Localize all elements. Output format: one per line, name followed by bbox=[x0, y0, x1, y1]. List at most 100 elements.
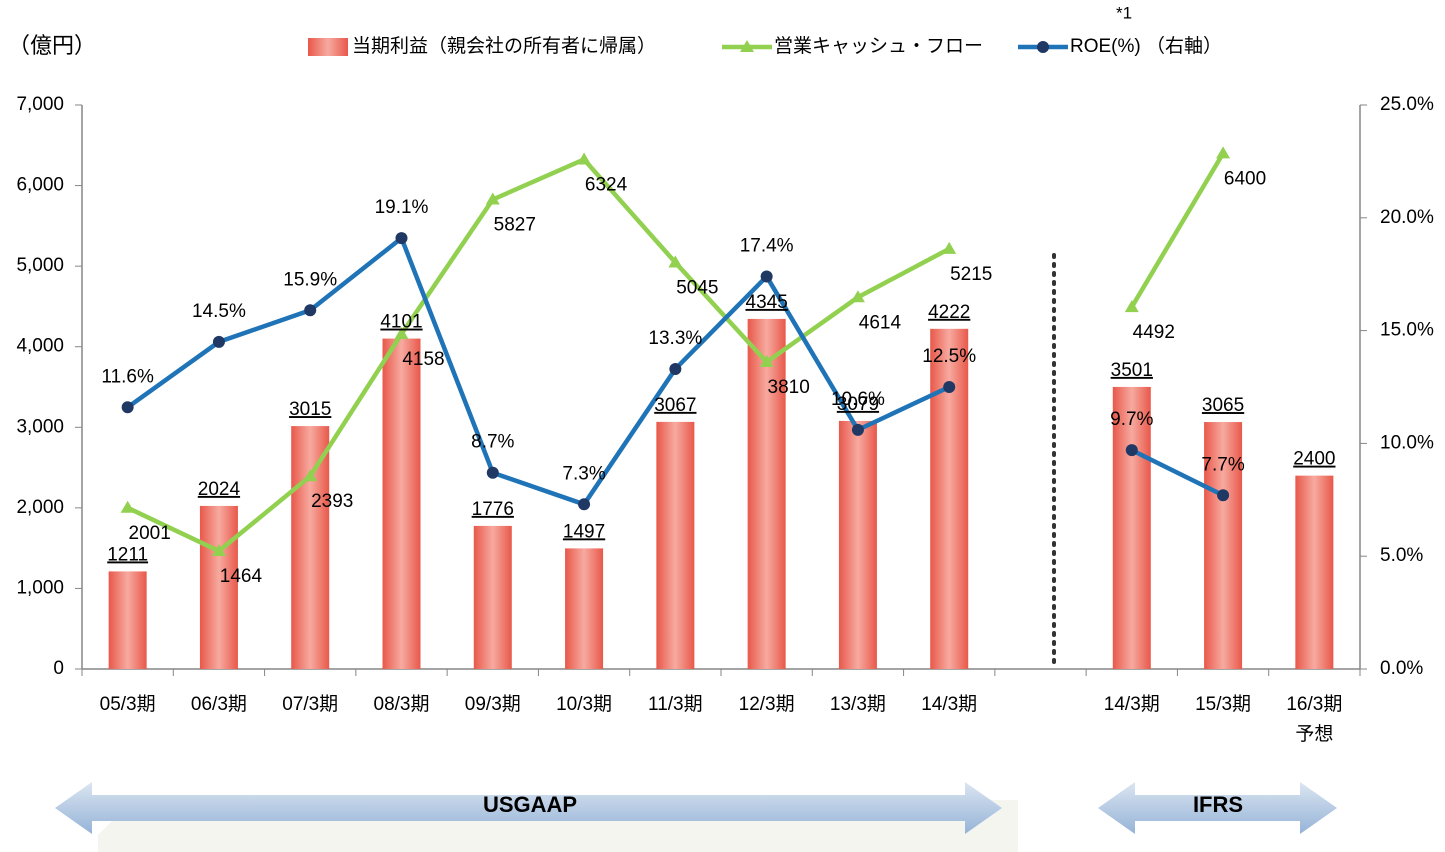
bar-label: 2400 bbox=[1293, 449, 1335, 470]
cf-label: 1464 bbox=[220, 566, 263, 587]
x-tick-label: 07/3期 bbox=[282, 694, 339, 715]
marker bbox=[211, 544, 226, 557]
y-tick-label: 0 bbox=[53, 658, 64, 679]
cf-label: 5045 bbox=[676, 278, 718, 299]
legend-label: ROE(%) （右軸） bbox=[1070, 35, 1222, 57]
x-tick-label: 05/3期 bbox=[99, 694, 156, 715]
cf-label: 4614 bbox=[859, 312, 902, 333]
cf-label: 3810 bbox=[768, 377, 810, 398]
x-tick-label: 12/3期 bbox=[738, 694, 795, 715]
y-tick-label: 1,000 bbox=[16, 577, 64, 598]
marker bbox=[1125, 444, 1138, 457]
marker bbox=[851, 423, 864, 436]
bar bbox=[382, 338, 421, 669]
bar bbox=[108, 571, 147, 669]
y-tick-label: 6,000 bbox=[16, 175, 64, 196]
region-label: IFRS bbox=[1193, 792, 1243, 817]
cf-label: 4492 bbox=[1133, 322, 1175, 343]
bar bbox=[291, 426, 330, 669]
bar bbox=[1295, 475, 1334, 669]
x-tick-label: 16/3期 予想 bbox=[1286, 694, 1343, 745]
roe-label: 7.3% bbox=[562, 463, 605, 484]
marker bbox=[1216, 146, 1231, 159]
roe-label: 7.7% bbox=[1201, 454, 1244, 475]
x-tick-label: 11/3期 bbox=[648, 694, 703, 715]
marker bbox=[942, 241, 957, 254]
x-tick-label: 06/3期 bbox=[190, 694, 247, 715]
legend-swatch bbox=[308, 38, 348, 56]
y2-tick-label: 10.0% bbox=[1380, 432, 1434, 453]
roe-label: 11.6% bbox=[101, 366, 154, 387]
x-tick-label: 14/3期 bbox=[921, 694, 978, 715]
roe-label: 14.5% bbox=[192, 301, 246, 322]
bar-label: 1211 bbox=[107, 544, 148, 565]
y-tick-label: 5,000 bbox=[16, 255, 64, 276]
bar-label: 3015 bbox=[289, 399, 331, 420]
y2-tick-label: 5.0% bbox=[1380, 545, 1423, 566]
marker bbox=[394, 326, 409, 339]
y-tick-label: 3,000 bbox=[16, 416, 64, 437]
x-tick-label: 08/3期 bbox=[373, 694, 430, 715]
bar bbox=[565, 548, 604, 669]
y-tick-label: 7,000 bbox=[16, 94, 64, 115]
cf-label: 6400 bbox=[1224, 168, 1266, 189]
marker bbox=[759, 355, 774, 368]
legend-marker bbox=[740, 40, 754, 52]
marker bbox=[121, 401, 134, 414]
legend-label: 営業キャッシュ・フロー bbox=[774, 35, 983, 57]
legend-marker bbox=[1037, 41, 1049, 53]
marker bbox=[577, 152, 592, 165]
marker bbox=[669, 362, 682, 375]
bar-label: 1497 bbox=[563, 521, 605, 542]
cf-label: 5215 bbox=[950, 264, 992, 285]
bar-label: 2024 bbox=[198, 479, 241, 500]
bar-label: 4101 bbox=[380, 312, 422, 333]
unit-label: （億円） bbox=[8, 33, 96, 58]
bar bbox=[1204, 422, 1243, 669]
x-tick-label: 10/3期 bbox=[556, 694, 613, 715]
bar bbox=[930, 328, 969, 669]
marker bbox=[1124, 300, 1139, 313]
bar-label: 3065 bbox=[1202, 395, 1244, 416]
bar bbox=[1112, 386, 1151, 669]
marker bbox=[943, 381, 956, 393]
marker bbox=[485, 192, 500, 205]
marker bbox=[120, 500, 135, 513]
y2-tick-label: 0.0% bbox=[1380, 658, 1423, 679]
marker bbox=[850, 290, 865, 303]
roe-label: 9.7% bbox=[1110, 409, 1153, 430]
roe-label: 15.9% bbox=[283, 269, 337, 290]
legend-label: 当期利益（親会社の所有者に帰属） bbox=[352, 35, 656, 57]
line bbox=[126, 152, 1226, 554]
bar-label: 1776 bbox=[472, 499, 514, 520]
roe-label: 12.5% bbox=[922, 346, 976, 367]
y2-tick-label: 20.0% bbox=[1380, 207, 1434, 228]
roe-label: 17.4% bbox=[740, 235, 794, 256]
cf-label: 2001 bbox=[129, 523, 171, 544]
y-tick-label: 4,000 bbox=[16, 336, 64, 357]
bar bbox=[747, 318, 786, 669]
marker bbox=[212, 335, 225, 348]
x-tick-label: 14/3期 bbox=[1103, 694, 1160, 715]
marker bbox=[304, 304, 317, 317]
marker bbox=[760, 270, 773, 283]
roe-label: 13.3% bbox=[648, 328, 702, 349]
roe-label: 8.7% bbox=[471, 432, 514, 453]
bar-label: 3501 bbox=[1111, 360, 1153, 381]
cf-label: 5827 bbox=[494, 215, 536, 236]
x-tick-label: 09/3期 bbox=[464, 694, 521, 715]
arrow-usgaap bbox=[55, 782, 1002, 834]
region-label: USGAAP bbox=[483, 792, 577, 817]
y2-tick-label: 15.0% bbox=[1380, 320, 1434, 341]
line bbox=[126, 235, 1225, 507]
cf-label: 2393 bbox=[311, 491, 353, 512]
bar bbox=[473, 525, 512, 669]
roe-label: 19.1% bbox=[375, 197, 429, 218]
bar bbox=[199, 505, 238, 669]
x-tick-label: 15/3期 bbox=[1195, 694, 1252, 715]
cf-label: 4158 bbox=[402, 349, 444, 370]
bar bbox=[656, 421, 695, 669]
marker bbox=[668, 255, 683, 268]
bar-label: 3079 bbox=[837, 394, 879, 415]
